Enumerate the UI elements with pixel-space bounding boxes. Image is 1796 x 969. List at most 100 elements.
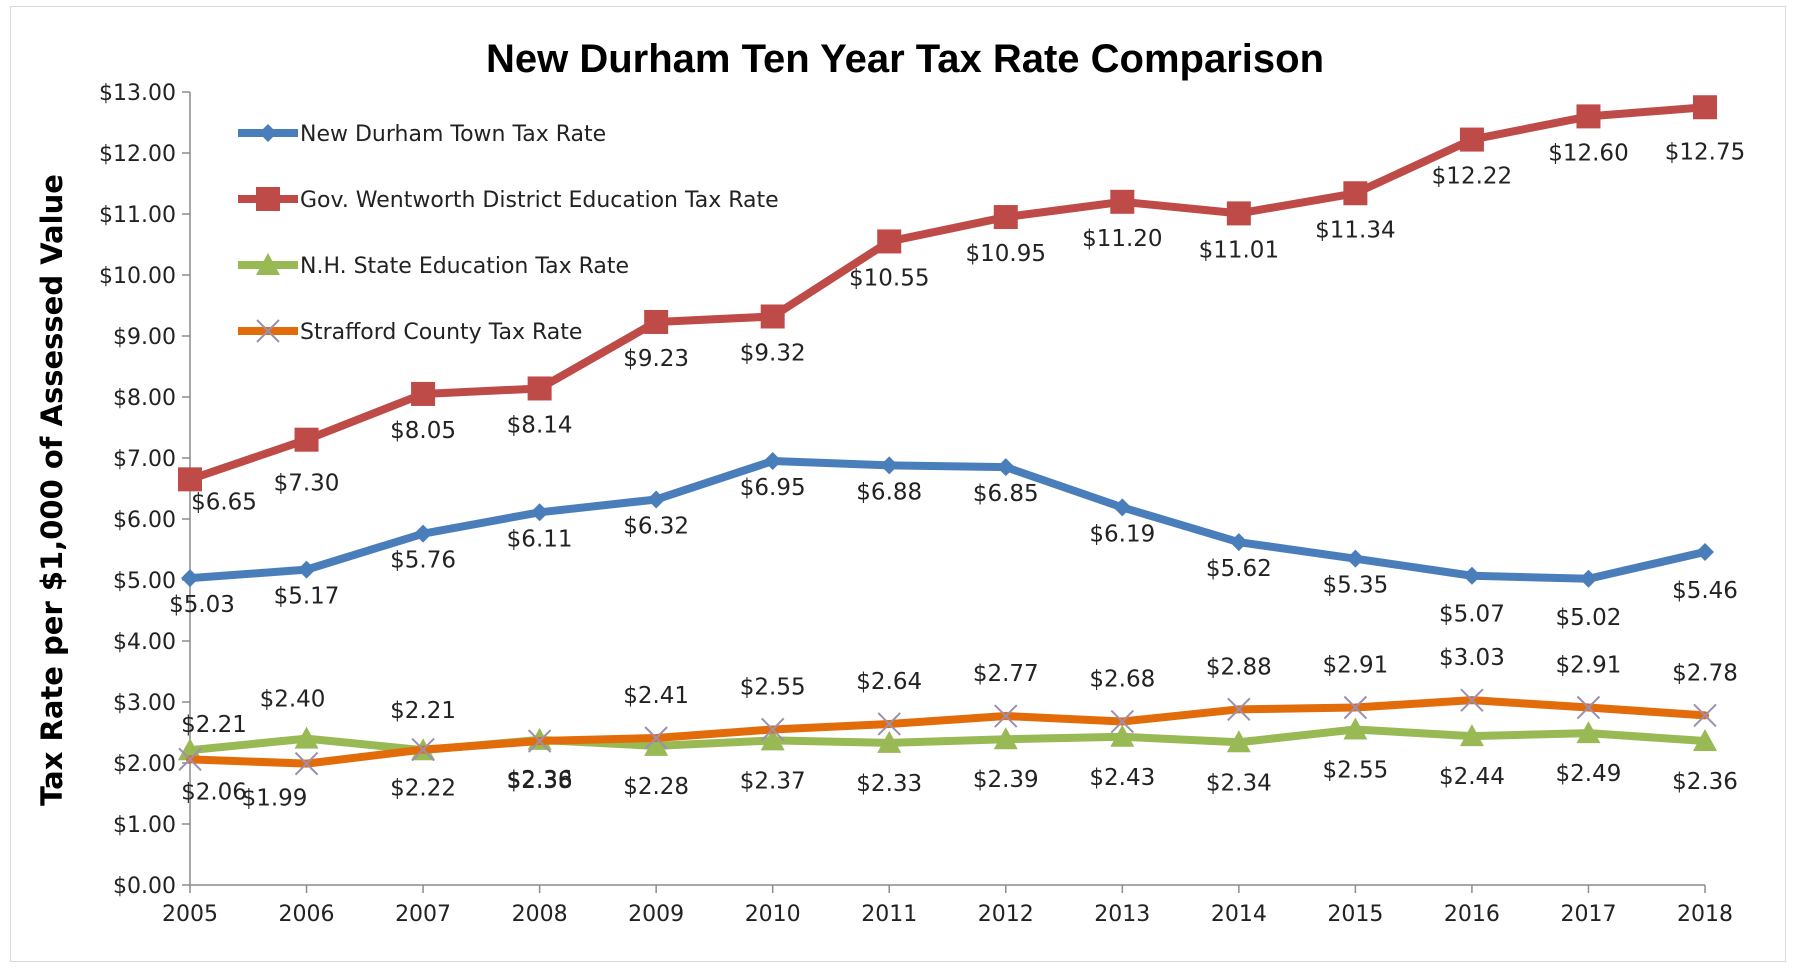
data-label: $2.36 bbox=[507, 767, 573, 793]
data-label: $2.88 bbox=[1206, 654, 1272, 680]
data-point bbox=[877, 730, 902, 753]
data-label: $6.95 bbox=[740, 475, 806, 501]
y-tick-label: $12.00 bbox=[99, 142, 176, 167]
legend-marker bbox=[256, 187, 280, 211]
data-label: $3.03 bbox=[1439, 645, 1505, 671]
data-label: $2.21 bbox=[390, 698, 456, 724]
data-point bbox=[414, 524, 433, 543]
data-point bbox=[760, 717, 785, 742]
data-label: $2.37 bbox=[740, 768, 806, 794]
data-point bbox=[1110, 709, 1135, 734]
y-tick-label: $10.00 bbox=[99, 264, 176, 289]
data-point bbox=[530, 503, 549, 522]
data-point bbox=[1576, 104, 1601, 129]
data-point bbox=[993, 727, 1018, 750]
y-tick-label: $3.00 bbox=[113, 691, 176, 716]
data-label: $6.11 bbox=[507, 526, 573, 552]
data-point bbox=[1459, 127, 1484, 152]
data-point bbox=[644, 726, 668, 750]
series-line bbox=[186, 696, 1709, 768]
data-label: $2.49 bbox=[1556, 761, 1622, 787]
data-label: $5.07 bbox=[1439, 602, 1505, 628]
data-point bbox=[411, 737, 435, 762]
data-point bbox=[1229, 533, 1248, 552]
data-label: $6.19 bbox=[1089, 521, 1155, 547]
legend-item-1: Gov. Wentworth District Education Tax Ra… bbox=[238, 187, 779, 213]
data-label: $2.41 bbox=[623, 683, 689, 709]
y-tick-label: $4.00 bbox=[113, 630, 176, 655]
legend-item-3: Strafford County Tax Rate bbox=[238, 319, 582, 345]
data-label: $2.36 bbox=[1672, 769, 1738, 795]
data-label: $2.91 bbox=[1322, 652, 1388, 678]
data-point bbox=[1693, 95, 1717, 120]
data-point bbox=[877, 712, 901, 736]
series-0 bbox=[181, 452, 1714, 588]
y-tick-label: $11.00 bbox=[99, 203, 176, 228]
data-label: $2.77 bbox=[973, 661, 1039, 687]
data-label: $2.33 bbox=[856, 771, 922, 797]
y-tick-label: $7.00 bbox=[113, 447, 176, 472]
x-tick-label: 2018 bbox=[1677, 902, 1733, 927]
data-label: $2.38 bbox=[507, 768, 573, 794]
data-label: $2.55 bbox=[740, 674, 806, 700]
data-point bbox=[294, 726, 319, 749]
legend-label: New Durham Town Tax Rate bbox=[300, 122, 606, 147]
x-tick-label: 2013 bbox=[1094, 902, 1150, 927]
data-point bbox=[644, 733, 669, 756]
chart-frame bbox=[10, 6, 1786, 962]
data-point bbox=[1576, 721, 1601, 744]
data-label: $2.64 bbox=[856, 669, 922, 695]
data-point bbox=[1343, 181, 1368, 206]
x-tick-label: 2009 bbox=[628, 902, 684, 927]
data-point bbox=[294, 751, 319, 776]
legend-item-2: N.H. State Education Tax Rate bbox=[238, 253, 629, 279]
data-label: $5.62 bbox=[1206, 556, 1272, 582]
data-point bbox=[1459, 724, 1484, 747]
data-label: $2.91 bbox=[1556, 652, 1622, 678]
data-label: $2.68 bbox=[1089, 667, 1155, 693]
data-label: $1.99 bbox=[242, 786, 308, 812]
data-point bbox=[763, 452, 782, 471]
legend: New Durham Town Tax Rate Gov. Wentworth D… bbox=[238, 122, 779, 345]
y-tick-label: $2.00 bbox=[113, 752, 176, 777]
x-tick-label: 2016 bbox=[1444, 902, 1500, 927]
data-point bbox=[1576, 695, 1601, 720]
x-tick-label: 2005 bbox=[162, 902, 218, 927]
data-label: $5.03 bbox=[169, 592, 235, 618]
data-point bbox=[994, 704, 1018, 728]
data-point bbox=[1460, 688, 1484, 712]
data-point bbox=[178, 467, 202, 492]
y-tick-label: $8.00 bbox=[113, 386, 176, 411]
data-point bbox=[178, 747, 202, 772]
data-point bbox=[181, 569, 199, 588]
data-label: $11.01 bbox=[1199, 237, 1279, 263]
data-label: $2.34 bbox=[1206, 770, 1272, 796]
data-point bbox=[1693, 703, 1717, 728]
x-tick-label: 2014 bbox=[1211, 902, 1267, 927]
data-point bbox=[1226, 201, 1251, 226]
data-label: $8.14 bbox=[507, 412, 573, 438]
series-line bbox=[186, 103, 1709, 484]
data-label: $11.34 bbox=[1315, 217, 1395, 243]
data-label: $6.85 bbox=[973, 481, 1039, 507]
data-label: $6.32 bbox=[623, 513, 689, 539]
y-tick-label: $6.00 bbox=[113, 508, 176, 533]
data-labels: $5.03 $5.17 $5.76 $6.11 $6.32 $6.95 $6.88 $6.85… bbox=[169, 139, 1745, 811]
data-label: $6.88 bbox=[856, 479, 922, 505]
data-label: $11.20 bbox=[1082, 226, 1162, 252]
x-tick-label: 2007 bbox=[395, 902, 451, 927]
legend-marker bbox=[259, 124, 277, 142]
data-label: $2.44 bbox=[1439, 764, 1505, 790]
data-label: $9.32 bbox=[740, 340, 806, 366]
data-label: $9.23 bbox=[623, 346, 689, 372]
series-layer bbox=[178, 95, 1717, 776]
data-point bbox=[1110, 189, 1135, 214]
y-tick-label: $5.00 bbox=[113, 569, 176, 594]
x-tick-label: 2006 bbox=[279, 902, 335, 927]
x-tick-label: 2017 bbox=[1560, 902, 1616, 927]
data-label: $2.43 bbox=[1089, 765, 1155, 791]
axes: $0.00 $1.00 $2.00 $3.00 $4.00 $5.00 $6.00 $7.00… bbox=[99, 81, 1733, 927]
data-point bbox=[1462, 566, 1481, 585]
data-point bbox=[1696, 542, 1714, 561]
data-label: $5.17 bbox=[274, 584, 340, 610]
